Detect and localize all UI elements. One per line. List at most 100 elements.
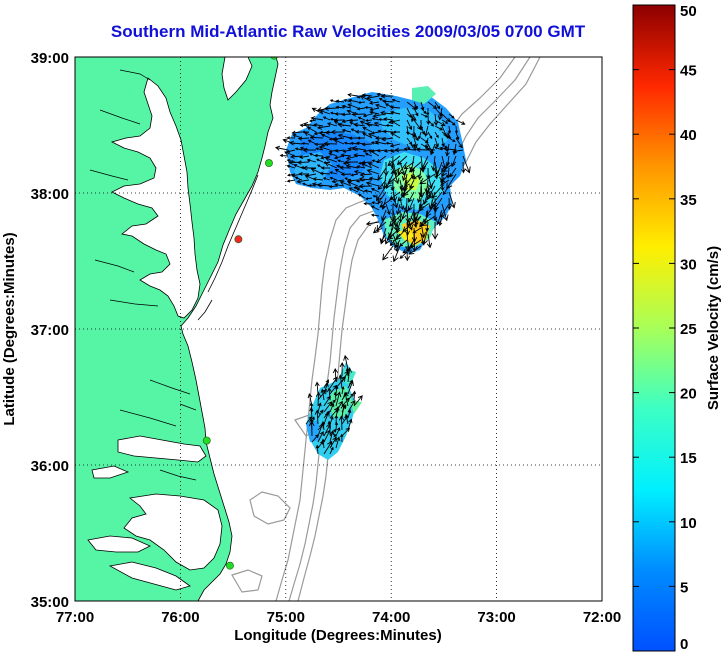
- velocity-arrow: [375, 185, 387, 202]
- velocity-arrow: [370, 205, 380, 211]
- velocity-arrow: [315, 444, 320, 455]
- velocity-arrow: [348, 187, 359, 193]
- velocity-arrow: [448, 137, 456, 142]
- velocity-arrows: [274, 92, 471, 455]
- velocity-arrow: [427, 119, 435, 127]
- velocity-arrow: [323, 440, 333, 455]
- velocity-arrow: [330, 129, 345, 135]
- velocity-arrow: [412, 209, 422, 216]
- velocity-arrow: [339, 180, 352, 187]
- velocity-arrow: [408, 161, 422, 173]
- velocity-arrow: [371, 159, 380, 163]
- velocity-arrow: [356, 107, 366, 111]
- velocity-arrow: [308, 420, 315, 437]
- velocity-arrow: [340, 403, 347, 419]
- velocity-arrow: [309, 134, 324, 140]
- velocity-arrow: [413, 107, 419, 117]
- velocity-arrow: [316, 124, 331, 130]
- pamlico-sound: [123, 493, 223, 571]
- velocity-arrow: [392, 191, 399, 209]
- colorbar-tick-label: 35: [680, 192, 697, 209]
- velocity-arrow: [313, 131, 324, 136]
- velocity-arrow: [404, 221, 411, 236]
- lon-tick-label: 77:00: [56, 609, 94, 626]
- velocity-arrow: [418, 131, 422, 140]
- velocity-arrow: [351, 111, 366, 117]
- velocity-arrow: [438, 215, 443, 227]
- velocity-arrow: [298, 171, 310, 176]
- velocity-arrow: [409, 179, 415, 189]
- velocity-arrow: [426, 233, 433, 249]
- velocity-arrow: [394, 147, 407, 153]
- velocity-arrow: [389, 215, 401, 227]
- colorbar-tick-label: 25: [680, 321, 697, 338]
- velocity-arrow: [404, 245, 410, 262]
- y-axis-title: Latitude (Degrees:Minutes): [1, 232, 18, 425]
- velocity-arrow: [355, 187, 366, 193]
- colorbar-tick-label: 30: [680, 256, 697, 273]
- velocity-arrow: [397, 161, 408, 176]
- velocity-arrow: [353, 395, 363, 407]
- velocity-arrow: [443, 146, 457, 152]
- velocity-arrow: [447, 197, 452, 211]
- velocity-arrow: [358, 176, 373, 182]
- velocity-arrow: [369, 110, 380, 115]
- velocity-arrow: [314, 409, 321, 425]
- velocity-arrow: [434, 119, 446, 127]
- velocity-arrow: [323, 411, 330, 425]
- velocity-arrow: [386, 227, 401, 241]
- velocity-arrow: [320, 155, 331, 160]
- velocity-arrow: [369, 101, 380, 105]
- velocity-arrow: [311, 107, 324, 115]
- velocity-arrow: [320, 166, 330, 170]
- velocity-arrow: [434, 125, 444, 131]
- velocity-arrow: [437, 107, 443, 121]
- velocity-arrow: [430, 155, 437, 172]
- velocity-arrow: [408, 191, 415, 203]
- velocity-arrow: [341, 386, 345, 395]
- velocity-arrow: [352, 390, 357, 401]
- velocity-arrow: [433, 113, 439, 127]
- velocity-arrow: [371, 117, 380, 121]
- velocity-arrow: [358, 183, 373, 189]
- velocity-arrow: [323, 401, 333, 413]
- velocity-arrow: [368, 176, 380, 181]
- velocity-arrow: [373, 221, 387, 234]
- velocity-arrow: [410, 113, 415, 123]
- velocity-arrow: [301, 141, 310, 145]
- velocity-arrow: [431, 221, 439, 240]
- velocity-arrow: [302, 121, 317, 127]
- station-cape-charles: [234, 235, 243, 244]
- velocity-arrow: [334, 149, 345, 153]
- lon-tick-label: 75:00: [267, 609, 305, 626]
- velocity-arrow: [329, 446, 334, 455]
- velocity-arrow: [289, 154, 303, 159]
- chesapeake-bay: [110, 77, 201, 319]
- velocity-arrow: [317, 402, 322, 413]
- lon-tick-label: 73:00: [477, 609, 515, 626]
- velocity-arrow: [350, 141, 359, 145]
- velocity-arrow: [347, 98, 359, 103]
- velocity-arrow: [399, 251, 408, 259]
- velocity-arrow: [335, 391, 342, 407]
- velocity-arrow: [356, 136, 365, 140]
- velocity-arrow: [324, 156, 338, 163]
- velocity-arrow: [384, 227, 394, 245]
- colorbar-tick-label: 15: [680, 450, 697, 467]
- velocity-arrow: [344, 159, 359, 165]
- velocity-arrow: [406, 137, 413, 146]
- velocity-arrow: [294, 176, 303, 181]
- station-cape-henlopen: [270, 57, 278, 60]
- velocity-arrow: [338, 415, 345, 431]
- velocity-arrow: [313, 123, 324, 127]
- lat-tick-label: 39:00: [31, 50, 69, 67]
- velocity-arrow: [323, 429, 331, 443]
- velocity-arrow: [299, 123, 310, 128]
- velocity-arrow: [376, 149, 387, 153]
- velocity-arrow: [434, 131, 439, 139]
- velocity-arrow: [448, 191, 456, 209]
- colorbar-tick-labels: 0 5 10 15 20 25 30 35 40 45 50: [633, 3, 697, 653]
- velocity-arrow: [302, 182, 310, 187]
- velocity-arrow: [328, 149, 338, 153]
- velocity-arrow: [369, 107, 380, 112]
